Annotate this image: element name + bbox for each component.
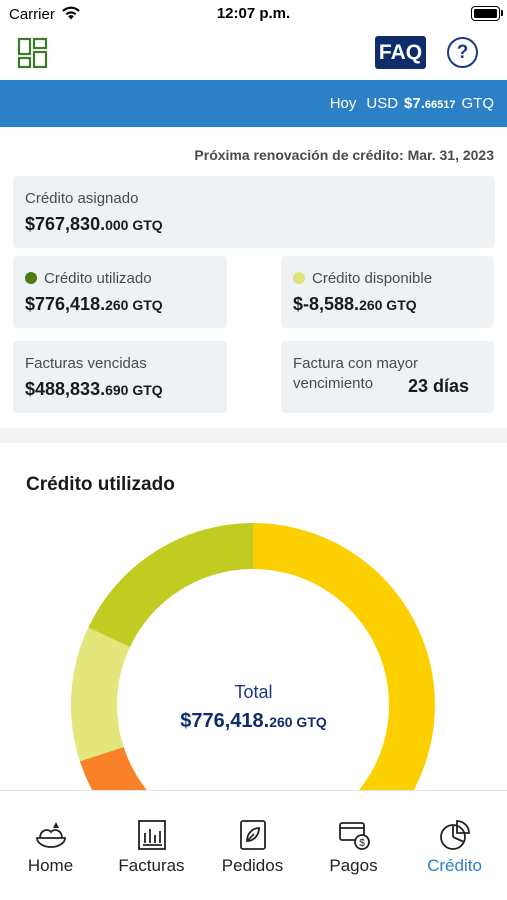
tab-label: Home [27, 856, 74, 875]
credit-icon [440, 820, 470, 850]
credit-donut-chart [71, 523, 435, 795]
rate-target-currency: GTQ [461, 95, 495, 112]
donut-segment-1 [79, 747, 152, 795]
tab-pedidos[interactable]: Pedidos [202, 791, 303, 891]
donut-total-value: $776,418.260 GTQ [180, 710, 327, 732]
carrier-label: Carrier [9, 6, 55, 23]
dashboard-grid-icon[interactable] [17, 37, 49, 69]
bottom-tab-bar: Home Facturas Pedidos $ Pagos [0, 790, 507, 900]
exchange-rate-banner: Hoy USD $7.66517 GTQ [0, 80, 507, 127]
card-value: $-8,588.260 GTQ [293, 294, 417, 314]
card-value: $776,418.260 GTQ [25, 294, 163, 314]
clock: 12:07 p.m. [216, 5, 291, 22]
tab-credito[interactable]: Crédito [404, 791, 505, 891]
card-label: Crédito asignado [25, 190, 139, 207]
help-icon[interactable]: ? [447, 37, 478, 68]
card-value: $488,833.690 GTQ [25, 379, 163, 399]
card-overdue-invoices: Facturas vencidas $488,833.690 GTQ [13, 341, 227, 413]
card-credit-assigned: Crédito asignado $767,830.000 GTQ [13, 176, 495, 248]
card-value: $767,830.000 GTQ [25, 214, 163, 234]
rate-value: $7.66517 [404, 95, 456, 112]
faq-button[interactable]: FAQ [375, 36, 426, 69]
section-divider [0, 428, 507, 443]
tab-label: Crédito [427, 856, 482, 875]
wifi-icon [62, 6, 80, 20]
card-longest-overdue: Factura con mayor vencimiento 23 días [281, 341, 494, 413]
payments-icon: $ [339, 822, 370, 850]
rate-currency: USD [366, 95, 399, 112]
tab-label: Pagos [329, 856, 378, 875]
home-icon [36, 822, 66, 848]
renewal-date: Próxima renovación de crédito: Mar. 31, … [194, 147, 494, 163]
tab-pagos[interactable]: $ Pagos [303, 791, 404, 891]
donut-segment-0 [253, 523, 435, 795]
battery-icon [471, 6, 500, 21]
card-label-line1: Factura con mayor [293, 355, 419, 372]
legend-dot [25, 272, 37, 284]
battery-tip [501, 10, 503, 16]
status-bar: Carrier 12:07 p.m. [0, 0, 507, 30]
donut-total-label: Total [234, 682, 273, 702]
chart-section-title: Crédito utilizado [26, 474, 175, 495]
orders-icon [240, 820, 266, 850]
card-label: Facturas vencidas [25, 355, 147, 372]
donut-segment-2 [71, 627, 130, 762]
card-credit-available: Crédito disponible $-8,588.260 GTQ [281, 256, 494, 328]
donut-segment-3 [88, 523, 254, 648]
card-label: Crédito disponible [293, 270, 432, 287]
card-credit-used: Crédito utilizado $776,418.260 GTQ [13, 256, 227, 328]
legend-dot [293, 272, 305, 284]
tab-home[interactable]: Home [0, 791, 101, 891]
days-value: 23 días [408, 376, 470, 396]
tab-label: Pedidos [221, 856, 284, 875]
svg-text:$: $ [359, 838, 365, 849]
invoices-icon [138, 820, 166, 850]
app-bar: FAQ ? [0, 30, 507, 80]
card-label: Crédito utilizado [25, 270, 152, 287]
tab-label: Facturas [118, 856, 185, 875]
tab-facturas[interactable]: Facturas [101, 791, 202, 891]
card-label-line2: vencimiento [293, 375, 374, 392]
rate-today-label: Hoy [329, 95, 357, 112]
